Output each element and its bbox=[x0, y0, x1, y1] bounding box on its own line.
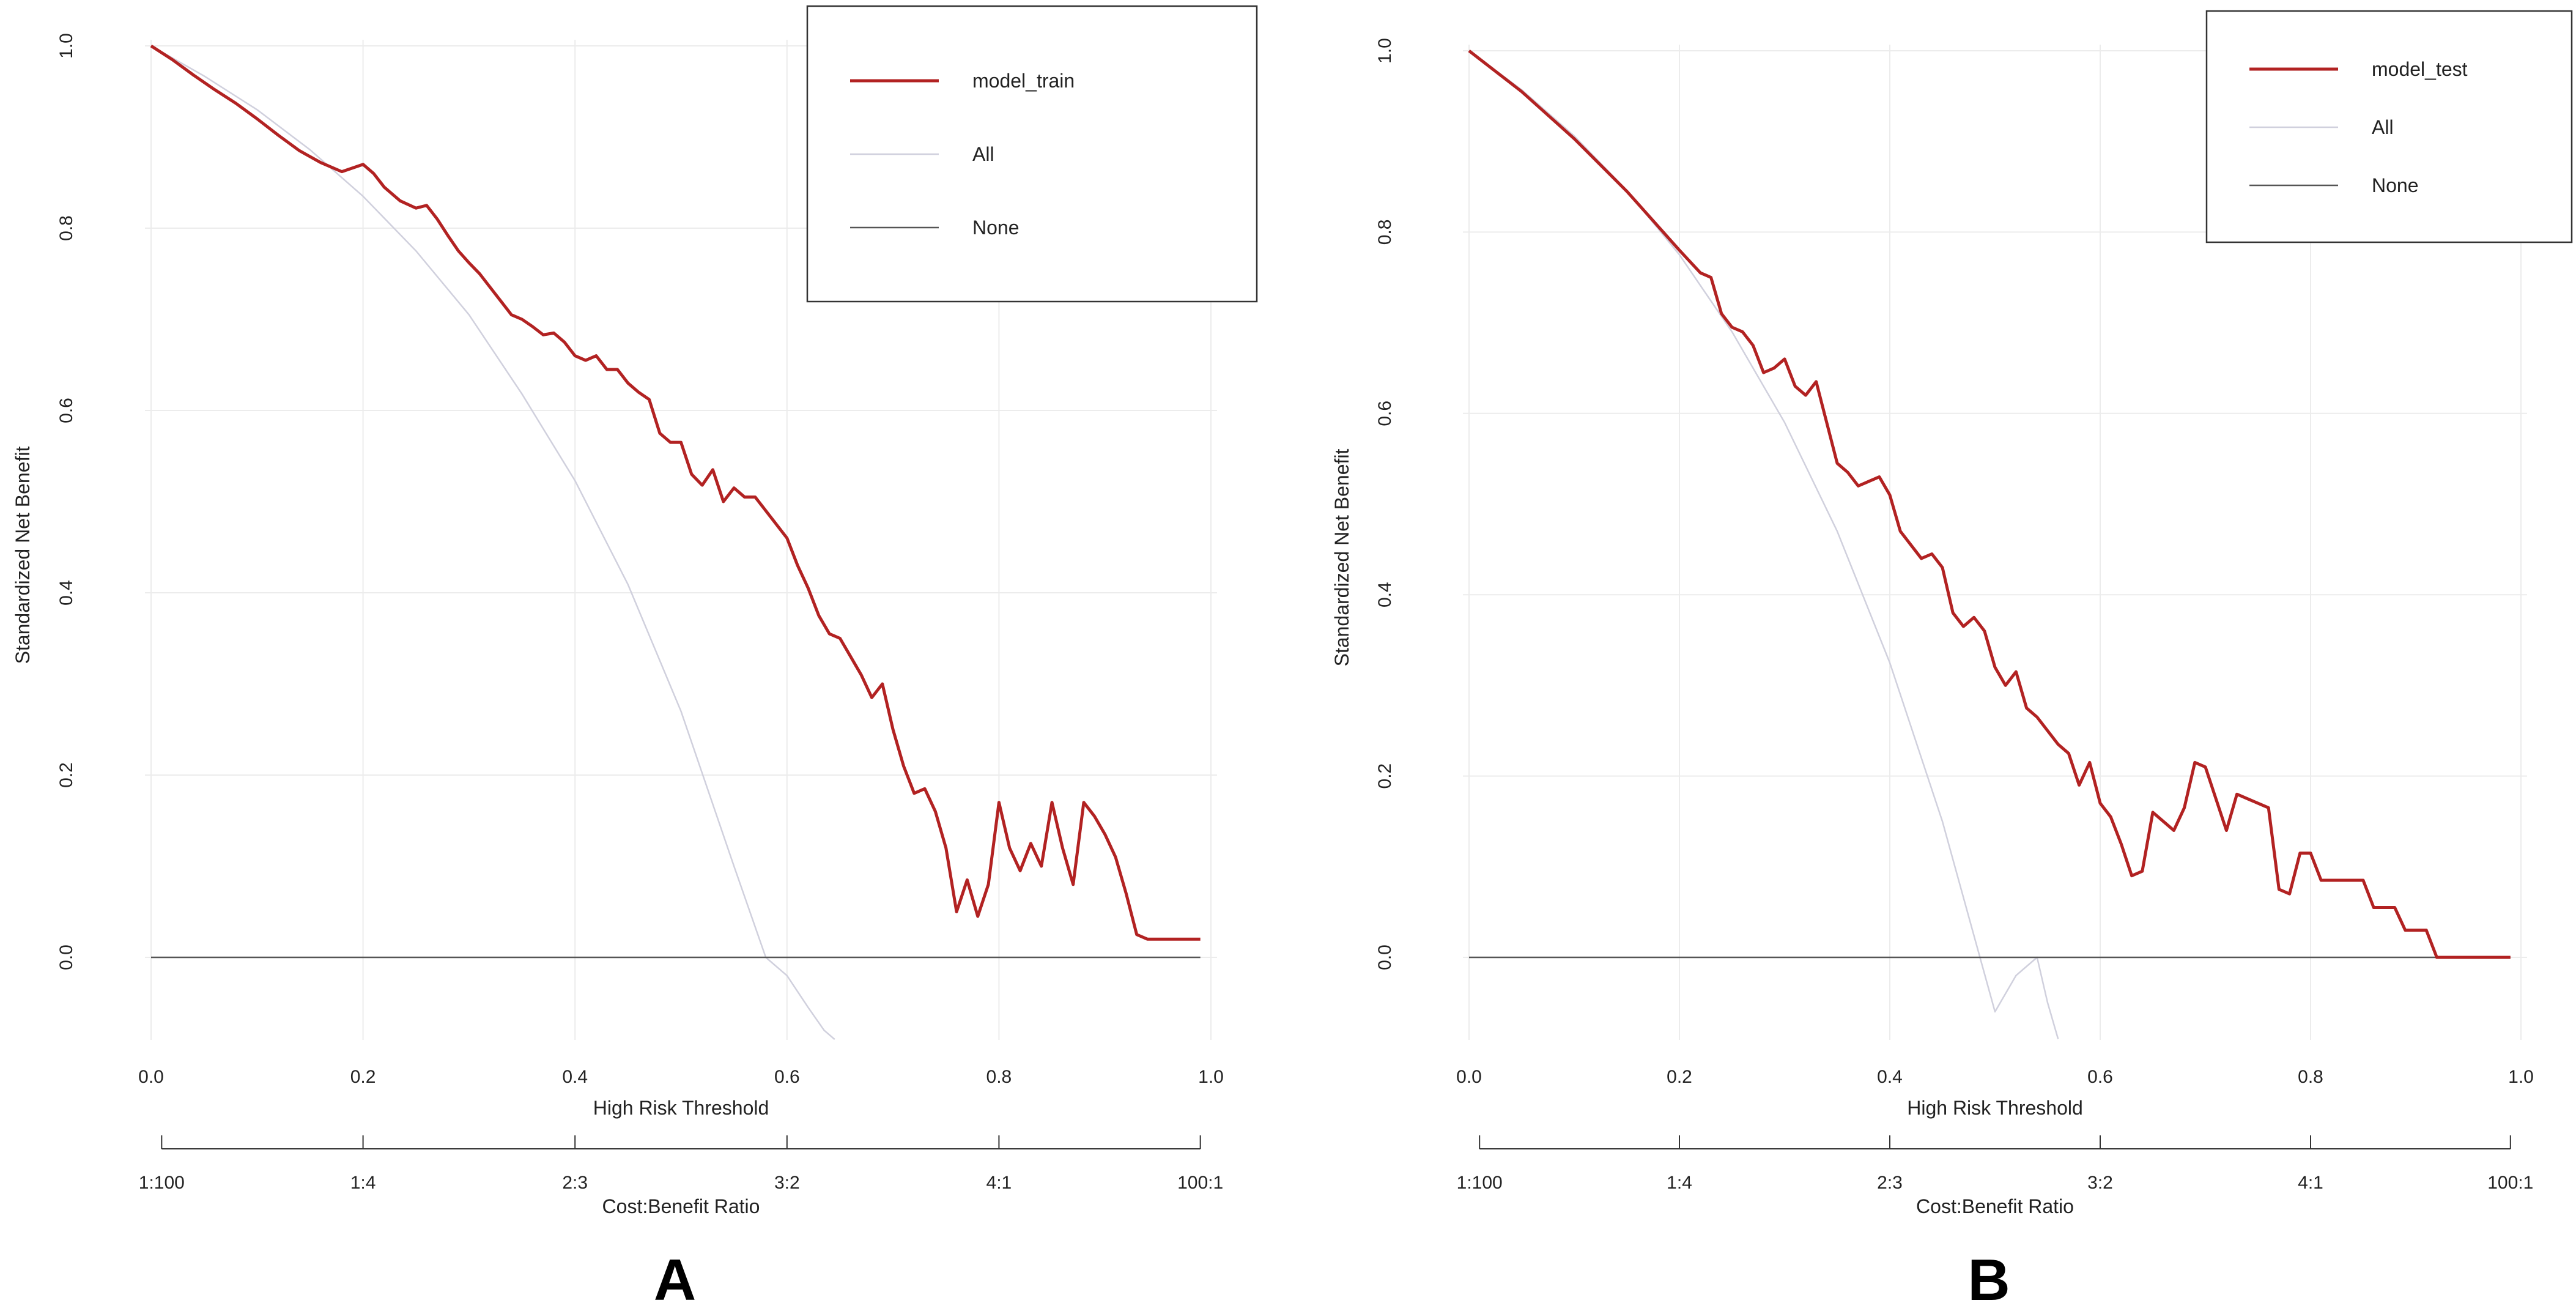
y-axis-title: Standardized Net Benefit bbox=[12, 447, 34, 664]
chart-panel-a: 0.0 0.2 0.4 0.6 0.8 1.0 0.0 0.2 0.4 0.6 0.8 1.0 High… bbox=[12, 5, 1258, 1313]
y-tick-label: 0.6 bbox=[1375, 401, 1395, 426]
series-line-all bbox=[150, 45, 835, 1040]
legend-label: None bbox=[972, 217, 1020, 239]
cost-benefit-tick-label: 1:100 bbox=[1457, 1173, 1503, 1193]
cost-benefit-tick-label: 3:2 bbox=[774, 1173, 800, 1193]
cost-benefit-axis-title: Cost:Benefit Ratio bbox=[1916, 1195, 2074, 1217]
y-tick-label: 0.4 bbox=[56, 580, 76, 606]
cost-benefit-axis-title: Cost:Benefit Ratio bbox=[602, 1195, 760, 1217]
series-line-model-test bbox=[1468, 50, 2511, 959]
x-tick-label: 0.0 bbox=[138, 1067, 164, 1087]
legend-label: model_test bbox=[2372, 58, 2468, 80]
x-axis-title: High Risk Threshold bbox=[593, 1097, 769, 1119]
x-tick-label: 1.0 bbox=[2508, 1067, 2534, 1087]
y-tick-label: 0.2 bbox=[1375, 763, 1395, 789]
x-tick-label: 0.4 bbox=[562, 1067, 588, 1087]
x-tick-label: 0.4 bbox=[1877, 1067, 1903, 1087]
x-tick-label: 0.6 bbox=[774, 1067, 800, 1087]
y-tick-label: 1.0 bbox=[1375, 38, 1395, 64]
cost-benefit-tick-label: 1:100 bbox=[139, 1173, 185, 1193]
legend-label: All bbox=[2372, 116, 2394, 138]
x-tick-label: 0.2 bbox=[1667, 1067, 1692, 1087]
y-tick-label: 0.0 bbox=[56, 945, 76, 970]
y-tick-label: 0.8 bbox=[56, 215, 76, 241]
x-tick-label: 0.2 bbox=[350, 1067, 376, 1087]
x-tick-label: 0.8 bbox=[2298, 1067, 2323, 1087]
y-tick-label: 1.0 bbox=[56, 33, 76, 59]
y-tick-label: 0.4 bbox=[1375, 582, 1395, 607]
series-line-model-train bbox=[150, 44, 1201, 941]
cost-benefit-tick-label: 4:1 bbox=[986, 1173, 1012, 1193]
chart-panel-b: 0.0 0.2 0.4 0.6 0.8 1.0 0.0 0.2 0.4 0.6 0.8 1.0 High… bbox=[1331, 10, 2573, 1313]
cost-benefit-tick-label: 2:3 bbox=[562, 1173, 588, 1193]
y-tick-label: 0.2 bbox=[56, 762, 76, 788]
legend-label: All bbox=[972, 143, 994, 165]
cost-benefit-tick-label: 100:1 bbox=[2487, 1173, 2533, 1193]
cost-benefit-tick-label: 100:1 bbox=[1177, 1173, 1223, 1193]
y-axis-title: Standardized Net Benefit bbox=[1331, 449, 1353, 667]
x-tick-label: 0.0 bbox=[1456, 1067, 1482, 1087]
y-tick-label: 0.6 bbox=[56, 398, 76, 423]
cost-benefit-tick-label: 2:3 bbox=[1877, 1173, 1903, 1193]
x-axis-title: High Risk Threshold bbox=[1907, 1097, 2083, 1119]
x-tick-label: 1.0 bbox=[1198, 1067, 1224, 1087]
legend-label: model_train bbox=[972, 70, 1075, 92]
y-tick-label: 0.0 bbox=[1375, 945, 1395, 970]
cost-benefit-tick-label: 1:4 bbox=[1667, 1173, 1692, 1193]
legend-label: None bbox=[2372, 174, 2419, 196]
cost-benefit-tick-label: 1:4 bbox=[350, 1173, 376, 1193]
x-tick-label: 0.6 bbox=[2087, 1067, 2113, 1087]
y-tick-label: 0.8 bbox=[1375, 220, 1395, 245]
panel-label-b: B bbox=[1967, 1247, 2010, 1313]
panel-label-a: A bbox=[654, 1247, 696, 1313]
cost-benefit-tick-label: 4:1 bbox=[2298, 1173, 2323, 1193]
x-tick-label: 0.8 bbox=[986, 1067, 1012, 1087]
cost-benefit-tick-label: 3:2 bbox=[2087, 1173, 2113, 1193]
